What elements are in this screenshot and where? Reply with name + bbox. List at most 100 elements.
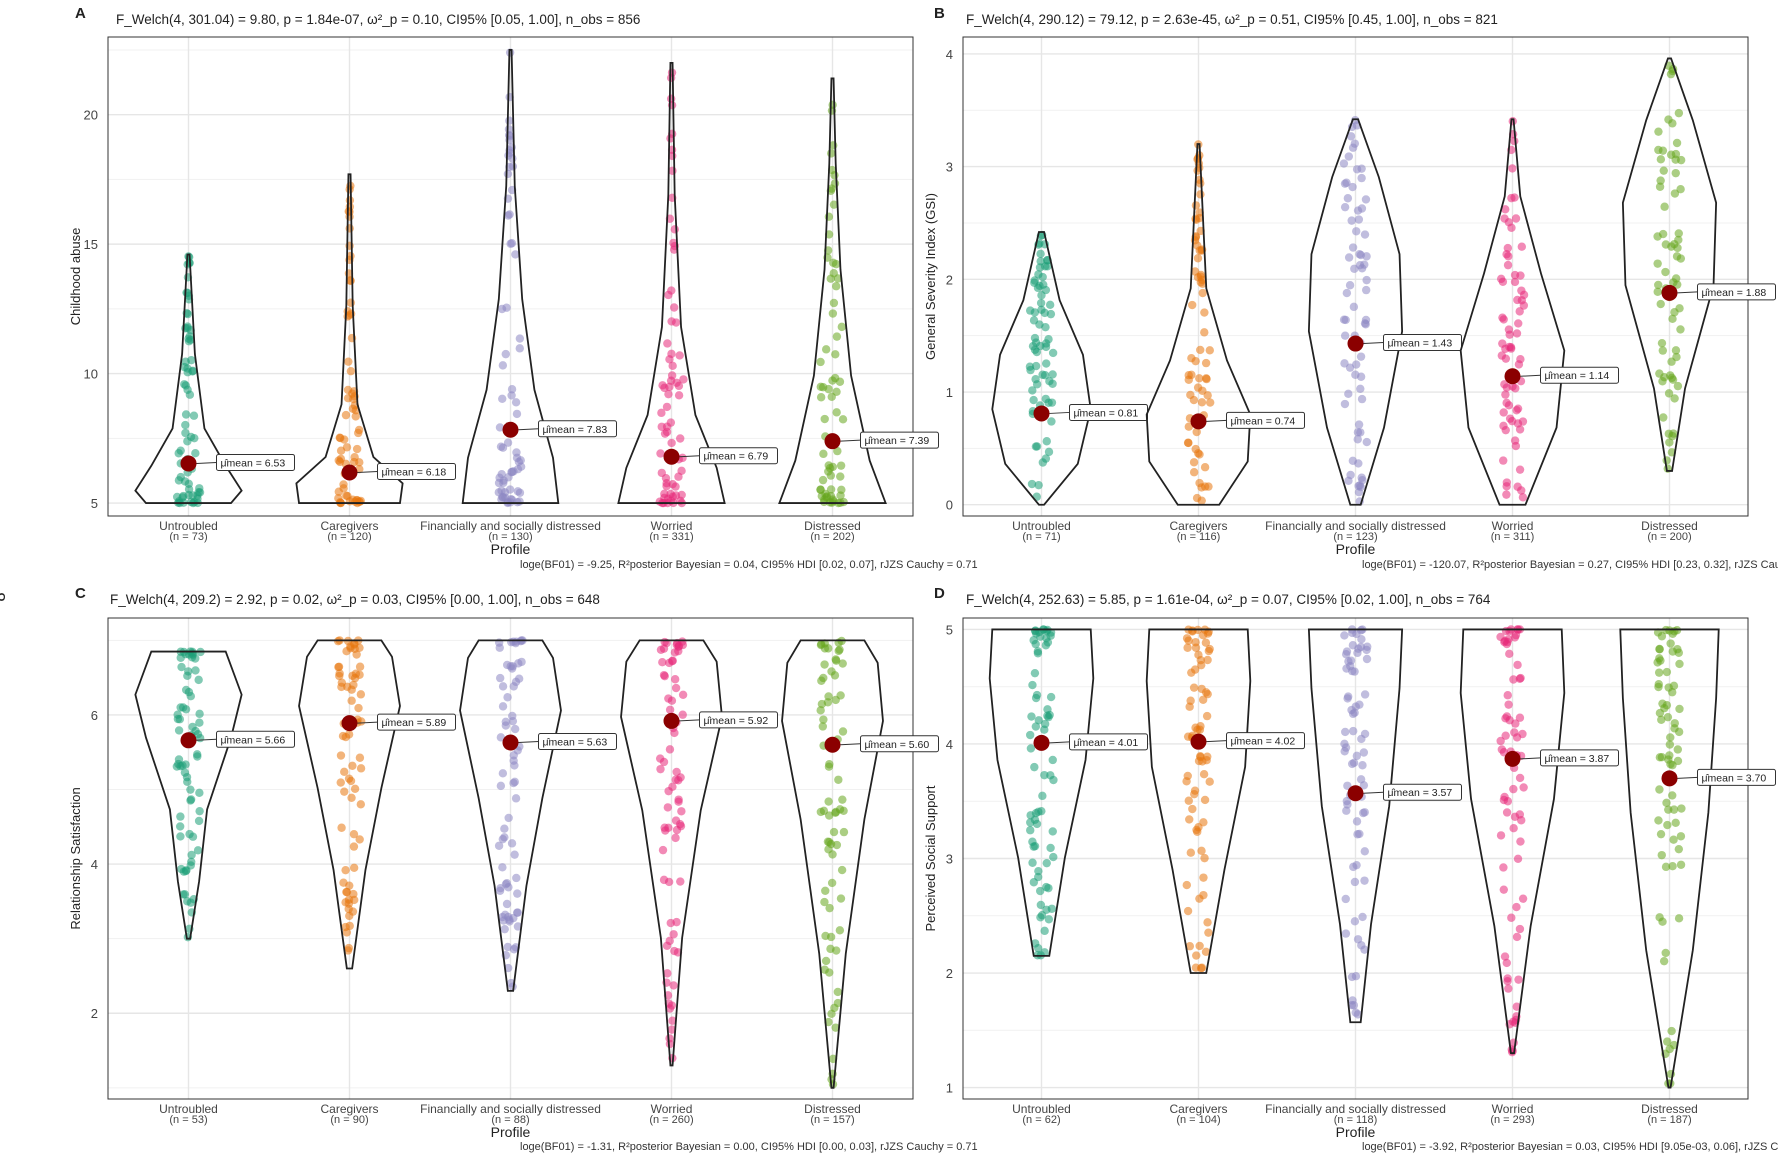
data-point — [1187, 353, 1196, 363]
data-point — [1341, 315, 1350, 325]
mean-label-leader — [1677, 291, 1698, 294]
x-axis-title: Profile — [491, 1124, 531, 1140]
data-point — [1348, 759, 1357, 769]
mean-point — [663, 448, 680, 465]
x-count-label: (n = 202) — [810, 531, 854, 543]
data-point — [1357, 173, 1366, 183]
data-point — [1048, 348, 1058, 358]
data-point — [1340, 399, 1350, 409]
data-point — [1671, 168, 1680, 178]
data-point — [667, 1025, 677, 1034]
data-point — [1048, 755, 1057, 765]
x-count-label: (n = 331) — [649, 531, 693, 543]
mean-label-box — [699, 447, 778, 465]
data-point — [1352, 817, 1362, 826]
data-point — [827, 165, 837, 175]
data-point — [1344, 152, 1354, 161]
data-point — [1025, 730, 1035, 740]
data-point — [1358, 912, 1367, 922]
data-point — [1362, 437, 1372, 447]
data-point — [1204, 928, 1213, 937]
data-point — [1675, 659, 1684, 669]
data-point — [1041, 322, 1050, 332]
data-point — [1036, 249, 1045, 259]
data-point — [838, 415, 848, 424]
data-point — [513, 889, 522, 898]
data-point — [1189, 683, 1199, 692]
data-point — [495, 643, 504, 652]
data-point — [501, 493, 510, 502]
data-point — [177, 662, 186, 672]
data-point — [350, 784, 360, 793]
mean-label-leader — [1677, 776, 1698, 779]
data-point — [1191, 638, 1200, 647]
data-point — [1351, 370, 1360, 379]
y-tick-label: 1 — [946, 385, 953, 400]
data-point — [510, 777, 519, 787]
data-point — [1197, 398, 1207, 407]
panel-label: A — [75, 5, 86, 22]
data-point — [665, 745, 675, 754]
data-point — [1341, 727, 1350, 737]
data-point — [672, 767, 681, 777]
mean-label: μ̂mean = 3.57 — [1388, 787, 1453, 799]
data-point — [1183, 732, 1193, 741]
data-point — [1499, 863, 1508, 872]
mean-label-box — [1697, 768, 1776, 786]
mean-point — [1661, 770, 1678, 787]
data-point — [1496, 831, 1506, 840]
data-point — [1510, 136, 1519, 146]
data-point — [816, 485, 825, 495]
x-tick-label: Caregivers — [1169, 1102, 1227, 1116]
data-point — [1344, 253, 1354, 262]
mean-label-box — [216, 453, 295, 471]
data-point — [1191, 444, 1200, 454]
mean-point — [180, 455, 197, 472]
mean-point — [1347, 785, 1364, 802]
x-count-label: (n = 311) — [1491, 531, 1535, 543]
data-point — [1190, 786, 1200, 795]
data-point — [674, 472, 683, 481]
points-financially-and-socially-distressed — [494, 636, 527, 991]
data-point — [1353, 435, 1362, 444]
data-point — [1185, 815, 1194, 824]
data-point — [1501, 425, 1510, 435]
mean-label-box — [377, 463, 456, 481]
x-count-label: (n = 130) — [488, 531, 532, 543]
mean-label: μ̂mean = 5.89 — [382, 717, 447, 729]
data-point — [1029, 878, 1039, 887]
data-point — [184, 485, 194, 494]
data-point — [1361, 195, 1371, 204]
data-point — [656, 449, 665, 458]
data-point — [833, 446, 842, 456]
panel-label: B — [934, 5, 945, 22]
data-point — [1029, 842, 1038, 851]
data-point — [1035, 886, 1045, 896]
data-point — [1508, 164, 1517, 173]
data-point — [1046, 692, 1056, 702]
mean-label-box — [1226, 411, 1305, 429]
data-point — [816, 640, 826, 650]
data-point — [834, 775, 843, 784]
data-point — [511, 794, 521, 803]
data-point — [1187, 668, 1196, 677]
mean-point — [1190, 733, 1207, 750]
data-point — [1507, 913, 1516, 922]
data-point — [1032, 690, 1042, 700]
data-point — [181, 410, 191, 419]
data-point — [1676, 185, 1685, 194]
violin-worried — [1459, 118, 1566, 506]
data-point — [1347, 972, 1357, 982]
data-point — [1517, 242, 1527, 251]
mean-label-leader — [1206, 740, 1227, 743]
data-point — [674, 391, 684, 400]
data-point — [665, 1004, 675, 1013]
data-point — [505, 917, 514, 926]
data-point — [1360, 260, 1369, 269]
data-point — [1360, 230, 1370, 239]
data-point — [1503, 637, 1512, 647]
data-point — [334, 487, 343, 496]
data-point — [341, 865, 350, 875]
data-point — [1200, 795, 1210, 805]
data-point — [1026, 826, 1035, 835]
